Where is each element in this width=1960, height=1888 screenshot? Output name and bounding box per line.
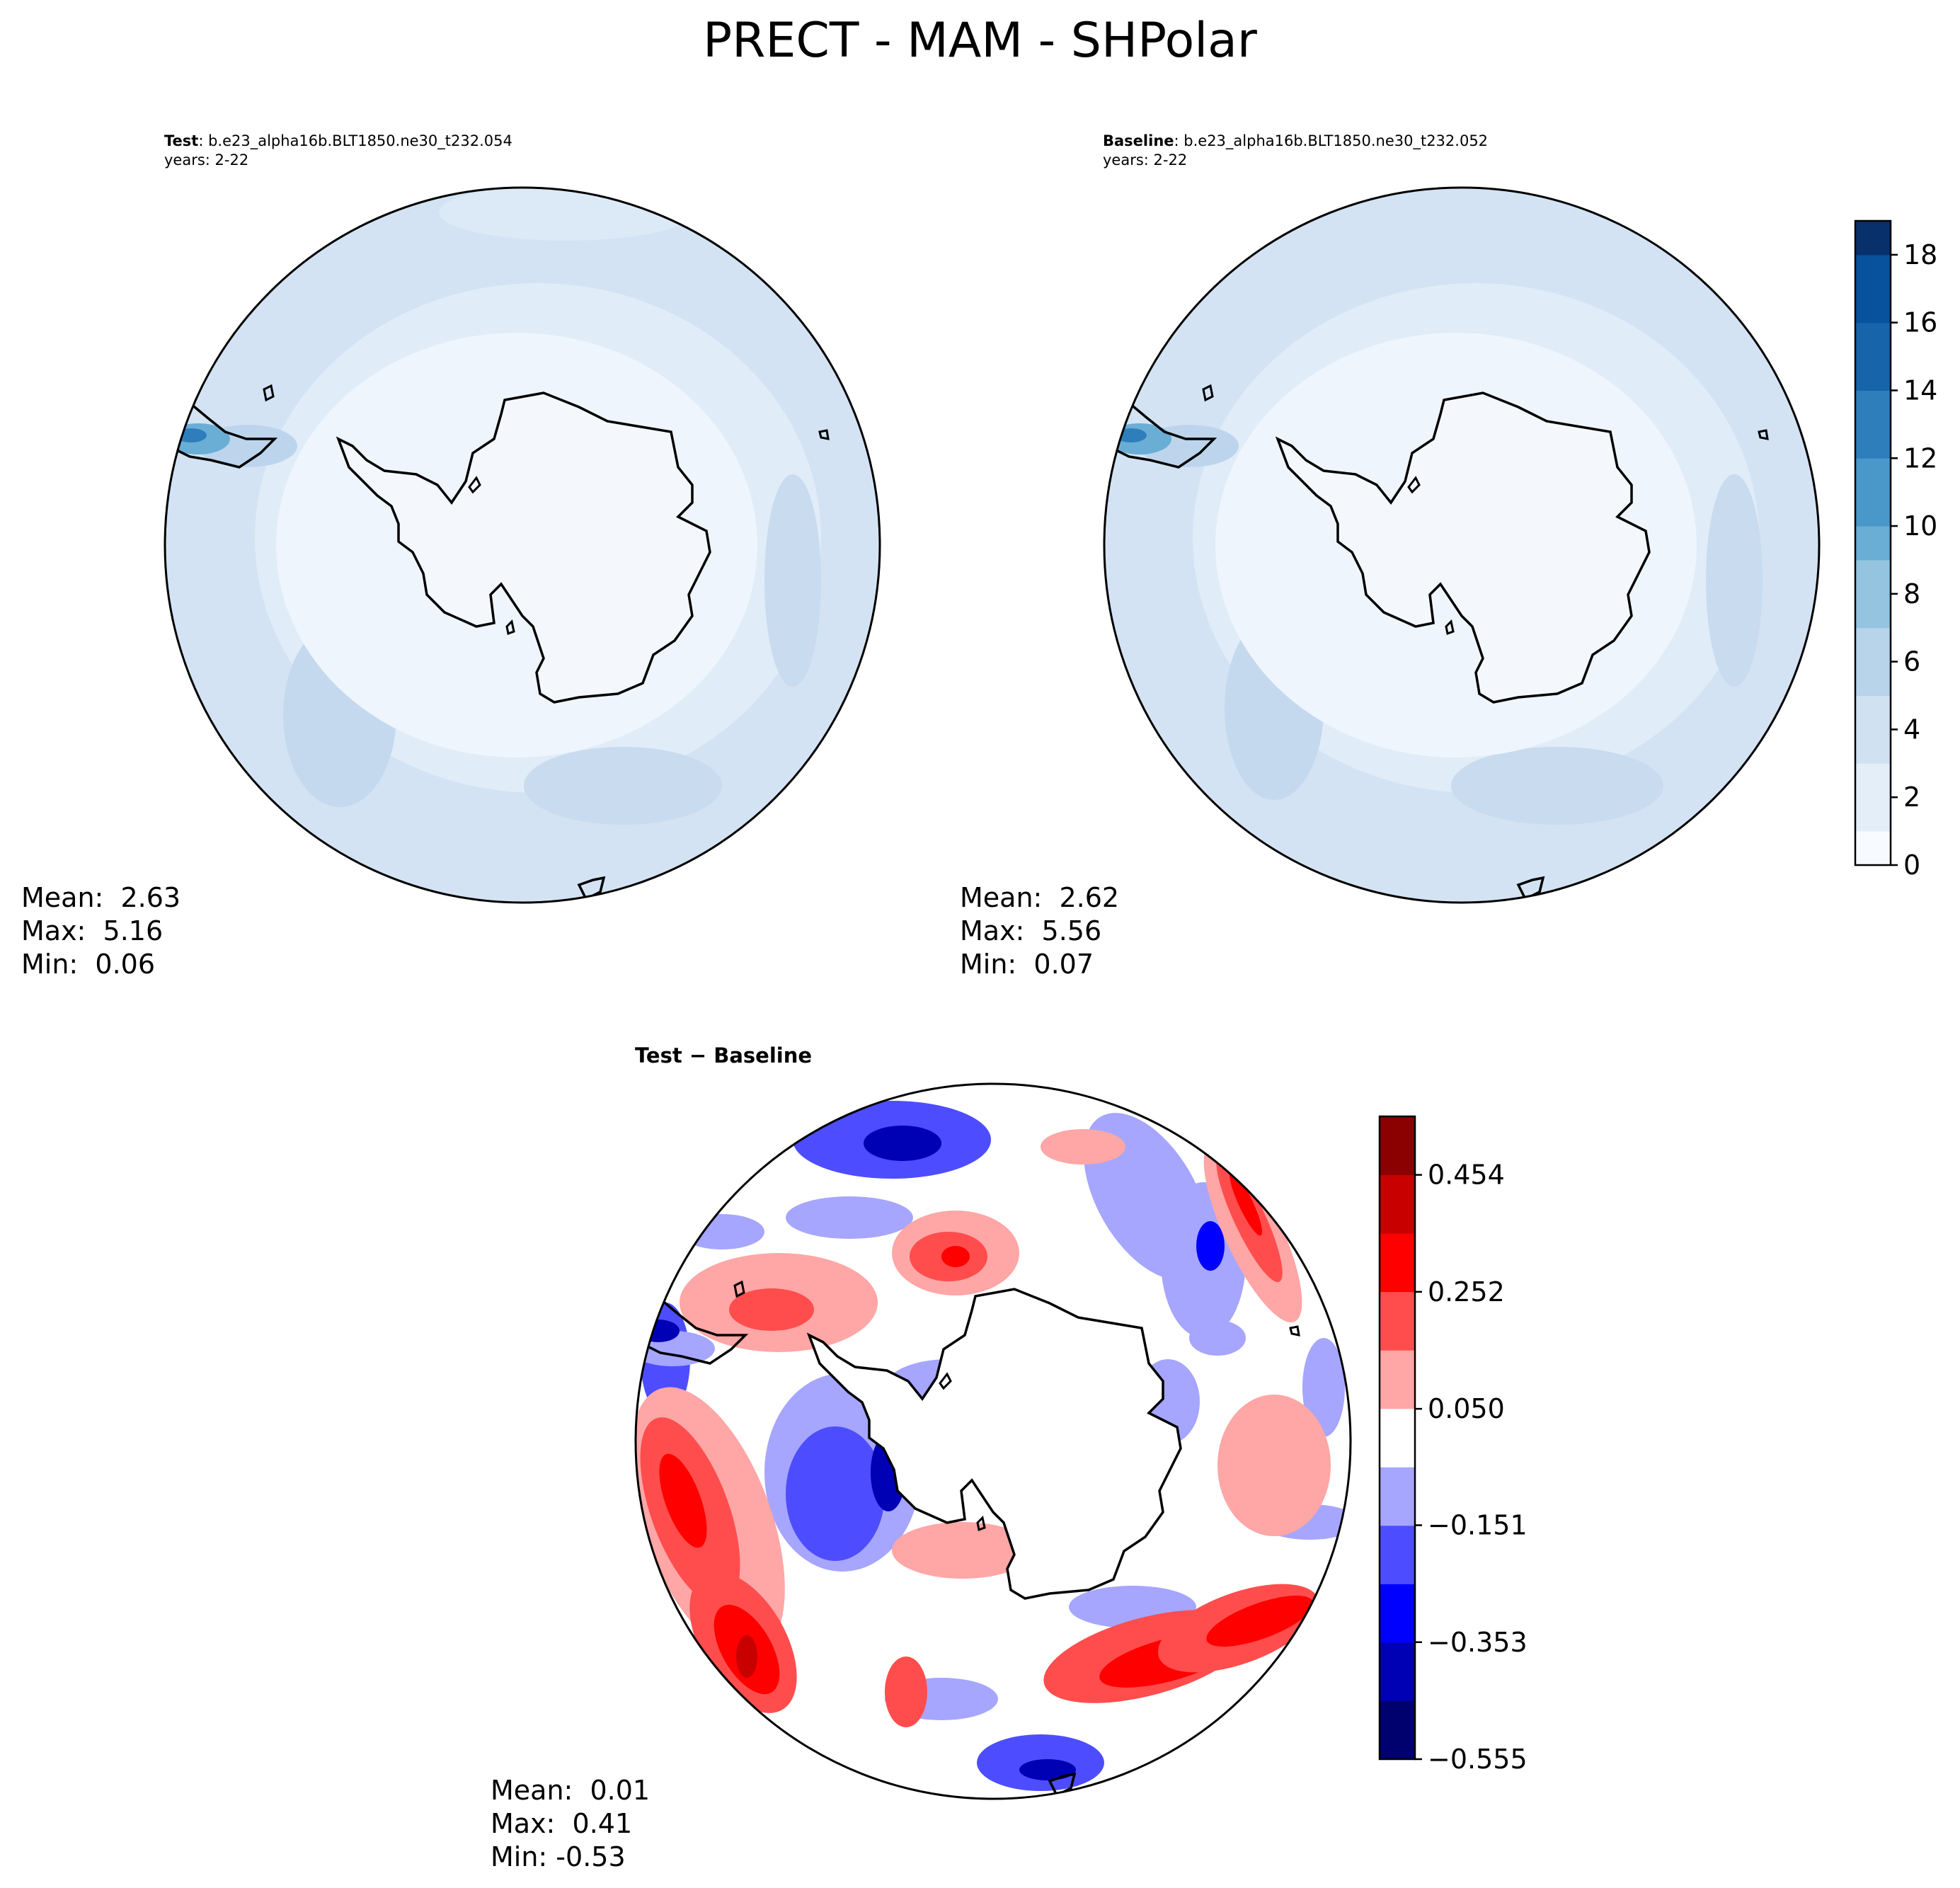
- precip-colorbar-band: [1855, 288, 1891, 324]
- precip-colorbar-tick-label: 6: [1903, 646, 1920, 677]
- precip-colorbar-band: [1855, 831, 1891, 866]
- precip-colorbar-band: [1855, 526, 1891, 561]
- diff-colorbar-tick-label: 0.252: [1428, 1276, 1505, 1308]
- test-panel-header: Test: b.e23_alpha16b.BLT1850.ne30_t232.0…: [164, 132, 512, 170]
- baseline-mean: Mean: 2.62: [960, 882, 1120, 913]
- diff-mean: Mean: 0.01: [491, 1775, 651, 1806]
- diff-colorbar-ticks: 0.454 0.252 0.050 −0.151 −0.353 −0.555: [1415, 1160, 1528, 1775]
- diff-colorbar-band: [1380, 1291, 1415, 1351]
- precip-colorbar-tick-label: 10: [1903, 510, 1937, 542]
- diff-colorbar-band: [1380, 1174, 1415, 1234]
- baseline-case-name: : b.e23_alpha16b.BLT1850.ne30_t232.052: [1174, 132, 1489, 149]
- precip-colorbar-band: [1855, 593, 1891, 629]
- figure-title: PRECT - MAM - SHPolar: [703, 13, 1257, 69]
- precip-colorbar-band: [1855, 254, 1891, 290]
- precip-colorbar-tick-label: 14: [1903, 374, 1937, 406]
- diff-colorbar-tick-label: −0.151: [1428, 1510, 1528, 1541]
- diff-colorbar: [1378, 1115, 1416, 1761]
- test-label: Test: [164, 132, 199, 149]
- precip-colorbar-band: [1855, 763, 1891, 798]
- precip-colorbar: [1854, 219, 1892, 866]
- precip-colorbar-tick-label: 8: [1903, 578, 1920, 610]
- precip-colorbar-band: [1855, 559, 1891, 595]
- diff-min: Min: -0.53: [491, 1841, 626, 1872]
- baseline-map-border: [1103, 186, 1821, 904]
- diff-colorbar-tick-label: −0.555: [1428, 1744, 1528, 1775]
- diff-stats: Mean: 0.01 Max: 0.41 Min: -0.53: [491, 1774, 650, 1874]
- baseline-min: Min: 0.07: [960, 949, 1094, 980]
- precip-colorbar-band: [1855, 627, 1891, 663]
- diff-colorbar-frame: [1378, 1115, 1416, 1761]
- diff-max: Max: 0.41: [491, 1808, 633, 1839]
- test-min: Min: 0.06: [21, 949, 155, 980]
- precip-colorbar-tick-label: 4: [1903, 714, 1920, 745]
- diff-colorbar-band: [1380, 1408, 1415, 1468]
- diff-colorbar-band: [1380, 1116, 1415, 1176]
- precip-colorbar-ticks: 0 2 4 6 8 10 12 14 16 18: [1891, 239, 1937, 881]
- precip-colorbar-band: [1855, 458, 1891, 493]
- diff-panel-header: Test − Baseline: [635, 1043, 813, 1068]
- precip-colorbar-tick-label: 2: [1903, 782, 1920, 813]
- test-max: Max: 5.16: [21, 915, 164, 946]
- diff-colorbar-tick-label: −0.353: [1428, 1627, 1528, 1658]
- precip-colorbar-band: [1855, 356, 1891, 391]
- precip-colorbar-band: [1855, 322, 1891, 357]
- test-map-border: [164, 186, 881, 904]
- baseline-panel-header: Baseline: b.e23_alpha16b.BLT1850.ne30_t2…: [1103, 132, 1488, 170]
- test-mean: Mean: 2.63: [21, 882, 181, 913]
- diff-map: [636, 1084, 1351, 1799]
- precip-colorbar-tick-label: 18: [1903, 239, 1937, 270]
- precip-colorbar-tick-label: 12: [1903, 442, 1937, 474]
- precip-colorbar-band: [1855, 492, 1891, 527]
- diff-colorbar-tick-label: 0.050: [1428, 1393, 1505, 1424]
- test-case-name: : b.e23_alpha16b.BLT1850.ne30_t232.054: [198, 132, 512, 149]
- diff-colorbar-band: [1380, 1233, 1415, 1293]
- precip-colorbar-band: [1855, 221, 1891, 256]
- precip-colorbar-band: [1855, 797, 1891, 832]
- baseline-label: Baseline: [1103, 132, 1174, 149]
- diff-map-border: [634, 1082, 1352, 1800]
- precip-colorbar-tick-label: 16: [1903, 307, 1937, 338]
- precip-colorbar-band: [1855, 424, 1891, 459]
- diff-colorbar-band: [1380, 1584, 1415, 1643]
- test-stats: Mean: 2.63 Max: 5.16 Min: 0.06: [21, 881, 180, 981]
- diff-colorbar-band: [1380, 1525, 1415, 1584]
- diff-colorbar-band: [1380, 1700, 1415, 1760]
- test-years: years: 2-22: [164, 151, 249, 168]
- baseline-years: years: 2-22: [1103, 151, 1188, 168]
- precip-colorbar-band: [1855, 390, 1891, 425]
- test-map: [165, 188, 880, 903]
- precip-colorbar-band: [1855, 729, 1891, 764]
- diff-colorbar-tick-label: 0.454: [1428, 1160, 1505, 1191]
- baseline-max: Max: 5.56: [960, 915, 1102, 946]
- precip-colorbar-tick-label: 0: [1903, 849, 1920, 881]
- precip-colorbar-band: [1855, 695, 1891, 730]
- precip-colorbar-band: [1855, 661, 1891, 697]
- diff-colorbar-band: [1380, 1642, 1415, 1701]
- baseline-map: [1104, 188, 1819, 903]
- precip-colorbar-frame: [1854, 219, 1892, 866]
- diff-colorbar-band: [1380, 1467, 1415, 1526]
- diff-colorbar-band: [1380, 1350, 1415, 1409]
- baseline-stats: Mean: 2.62 Max: 5.56 Min: 0.07: [960, 881, 1119, 981]
